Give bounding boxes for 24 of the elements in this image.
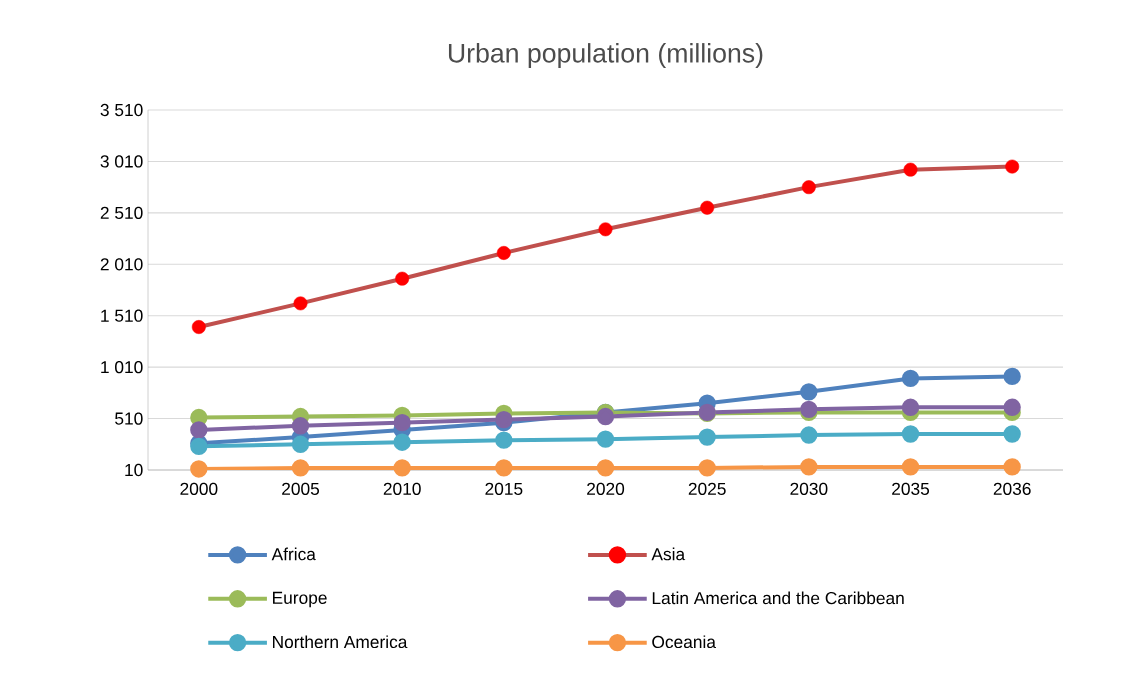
legend-label: Oceania — [652, 635, 716, 649]
x-tick-label: 2000 — [180, 482, 218, 495]
x-tick-label: 2030 — [790, 482, 828, 495]
y-tick-label: 2 010 — [100, 258, 143, 271]
legend-label: Latin America and the Caribbean — [652, 591, 904, 605]
y-tick-label: 10 — [125, 463, 143, 477]
y-tick-label: 2 510 — [100, 206, 143, 219]
y-tick-label: 1 010 — [101, 361, 143, 374]
x-tick-label: 2010 — [383, 482, 421, 495]
x-tick-label: 2015 — [485, 482, 523, 495]
chart-title: Urban population (millions) — [448, 43, 763, 68]
x-tick-label: 2025 — [688, 482, 726, 495]
legend-label: Asia — [651, 547, 686, 561]
legend-label: Africa — [271, 547, 316, 561]
y-tick-label: 3 010 — [100, 155, 143, 168]
x-tick-label: 2035 — [892, 482, 930, 495]
y-tick-label: 3 510 — [100, 103, 143, 117]
y-tick-label: 1 510 — [101, 309, 143, 322]
x-tick-label: 2005 — [282, 482, 320, 495]
x-tick-label: 2020 — [587, 482, 625, 495]
y-tick-label: 510 — [115, 412, 143, 425]
legend-label: Europe — [273, 591, 327, 608]
legend-label: Northern America — [273, 635, 408, 649]
x-tick-label: 2036 — [993, 482, 1031, 495]
